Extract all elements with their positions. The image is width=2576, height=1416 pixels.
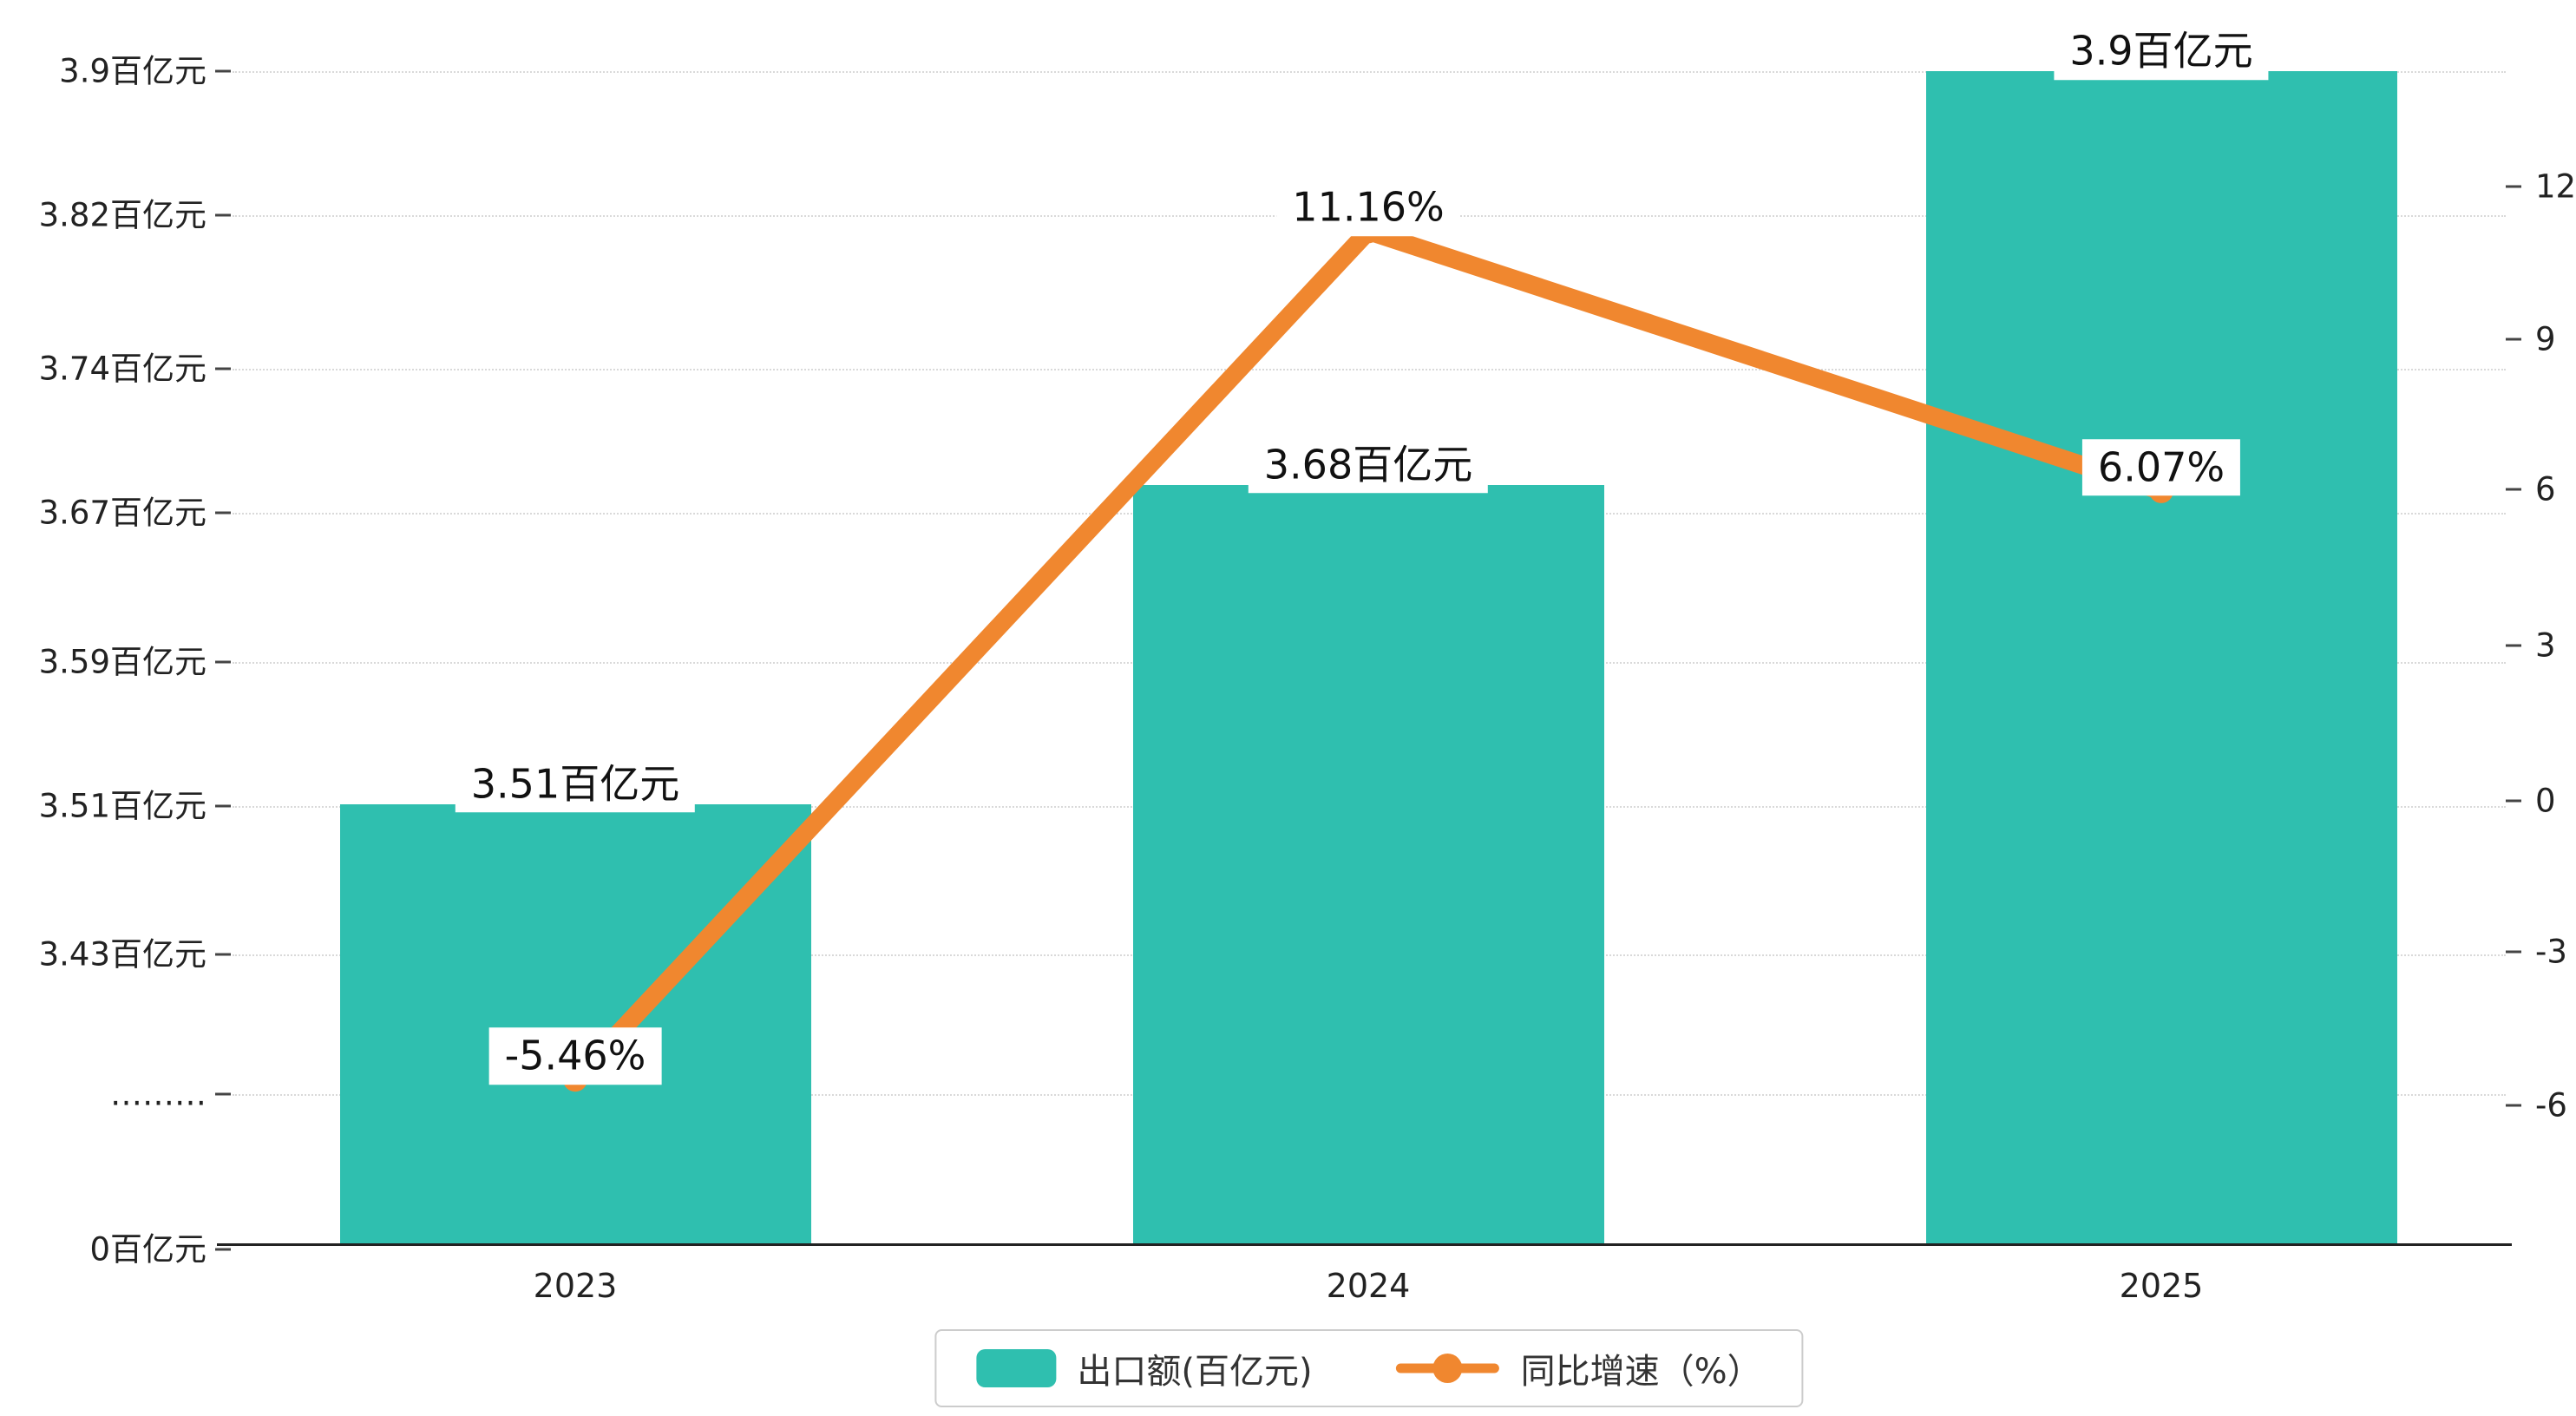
- bar-value-label: 3.9百亿元: [2054, 23, 2269, 80]
- x-axis-label: 2023: [533, 1267, 618, 1305]
- y-axis-left-tick: [215, 660, 231, 664]
- legend: 出口额(百亿元) 同比增速（%）: [934, 1329, 1804, 1407]
- y-axis-right-tick: [2506, 799, 2521, 803]
- y-axis-left-tick-label: 0百亿元: [89, 1230, 206, 1268]
- y-axis-left-tick: [215, 1248, 231, 1251]
- y-axis-left-tick-label: 3.43百亿元: [38, 935, 206, 974]
- gridline: [233, 369, 2506, 370]
- y-axis-left-tick: [215, 69, 231, 73]
- y-axis-left-tick: [215, 511, 231, 515]
- y-axis-right-tick: [2506, 1104, 2521, 1107]
- line-legend-marker-icon: [1396, 1354, 1500, 1383]
- y-axis-left-tick: [215, 213, 231, 217]
- y-axis-right-tick-label: -3: [2535, 933, 2567, 971]
- legend-label-export: 出口额(百亿元): [1077, 1352, 1313, 1392]
- y-axis-right-tick-label: 12: [2535, 167, 2576, 206]
- y-axis-right-tick: [2506, 950, 2521, 954]
- y-axis-right-tick-label: 3: [2535, 626, 2556, 665]
- bar-2024: [1132, 484, 1604, 1244]
- line-value-label: -5.46%: [488, 1027, 662, 1085]
- legend-item-growth[interactable]: 同比增速（%）: [1396, 1343, 1762, 1393]
- line-value-label: 6.07%: [2081, 439, 2241, 496]
- y-axis-right-tick: [2506, 488, 2521, 491]
- y-axis-right-tick-label: 0: [2535, 782, 2556, 820]
- y-axis-right-tick: [2506, 644, 2521, 647]
- y-axis-left-tick-label: 3.74百亿元: [38, 350, 206, 388]
- bar-2023: [339, 803, 811, 1244]
- y-axis-left-tick-label: 3.59百亿元: [38, 643, 206, 681]
- y-axis-left-tick: [215, 1092, 231, 1096]
- growth-line: [566, 221, 2171, 1089]
- bar-value-label: 3.68百亿元: [1248, 436, 1489, 494]
- x-axis-label: 2024: [1326, 1267, 1411, 1305]
- y-axis-left-tick: [215, 953, 231, 956]
- bar-value-label: 3.51百亿元: [455, 755, 696, 813]
- y-axis-right-tick-label: 9: [2535, 320, 2556, 358]
- y-axis-right-tick: [2506, 185, 2521, 188]
- y-axis-left-tick-label: 3.82百亿元: [38, 196, 206, 234]
- y-axis-left-tick-label: 3.9百亿元: [59, 52, 206, 90]
- y-axis-left-tick-label: 3.51百亿元: [38, 787, 206, 825]
- y-axis-left-tick: [215, 804, 231, 808]
- y-axis-right-tick-label: 6: [2535, 470, 2556, 508]
- x-axis-line: [217, 1243, 2512, 1246]
- x-axis-label: 2025: [2119, 1267, 2204, 1305]
- line-value-label: 11.16%: [1276, 179, 1460, 237]
- y-axis-left-tick-label: ………: [110, 1075, 206, 1113]
- y-axis-right-tick-label: -6: [2535, 1086, 2567, 1124]
- gridline: [233, 71, 2506, 73]
- y-axis-right-tick: [2506, 338, 2521, 341]
- y-axis-left-tick-label: 3.67百亿元: [38, 494, 206, 532]
- legend-label-growth: 同比增速（%）: [1520, 1352, 1762, 1392]
- legend-item-export[interactable]: 出口额(百亿元): [976, 1343, 1313, 1393]
- bar-2025: [1925, 71, 2397, 1244]
- bar-legend-swatch-icon: [976, 1349, 1057, 1387]
- y-axis-left-tick: [215, 367, 231, 370]
